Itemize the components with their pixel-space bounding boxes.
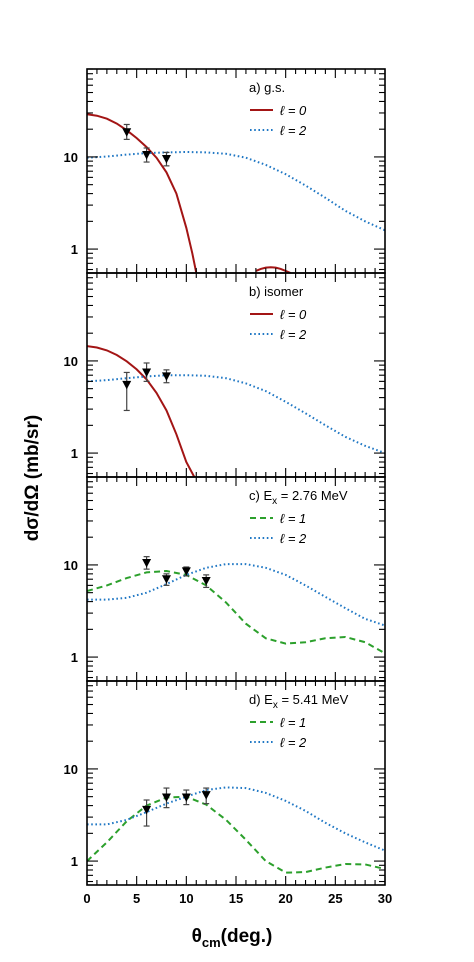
data-point-b-0 <box>122 380 132 390</box>
legend-b: b) isomer ℓ = 0 ℓ = 2 <box>249 284 307 342</box>
data-point-c-0 <box>142 558 152 568</box>
panel-c: 1 10 c) Ex = 2.76 MeV ℓ = 1 ℓ = 2 <box>64 476 386 682</box>
legend-label: ℓ = 0 <box>280 307 307 322</box>
panel-curves <box>87 345 385 477</box>
x-tick-label: 30 <box>378 891 392 906</box>
series-line-d-0 <box>87 795 385 874</box>
legend-label: ℓ = 2 <box>280 531 307 546</box>
y-tick-label: 1 <box>71 446 78 461</box>
y-tick-label: 10 <box>64 150 78 165</box>
legend-a: a) g.s. ℓ = 0 ℓ = 2 <box>249 80 307 138</box>
x-tick-label: 20 <box>278 891 292 906</box>
panel-curves <box>87 786 385 874</box>
legend-label: ℓ = 2 <box>280 735 307 750</box>
x-tick-label: 25 <box>328 891 342 906</box>
x-tick-label: 0 <box>83 891 90 906</box>
data-point-a-0 <box>122 128 132 137</box>
data-point-c-2 <box>181 567 191 576</box>
x-axis-title-sub: cm <box>202 935 221 950</box>
panel-d: 1 10 0 5 10 15 20 25 30 d) Ex = 5.41 MeV ℓ = 1 ℓ = … <box>64 680 392 906</box>
series-line-b-0 <box>87 345 196 477</box>
data-point-d-2 <box>181 793 191 802</box>
legend-title-rest: = 5.41 MeV <box>278 692 349 707</box>
x-tick-label: 5 <box>133 891 140 906</box>
legend-label: ℓ = 0 <box>280 103 307 118</box>
panel-curves <box>87 113 385 273</box>
legend-title-subscript: x <box>272 496 277 507</box>
series-line-c-1 <box>87 563 385 627</box>
legend-title-main: c) E <box>249 488 272 503</box>
data-point-d-1 <box>161 793 171 802</box>
x-tick-label: 10 <box>179 891 193 906</box>
legend-title-subscript: x <box>273 700 278 711</box>
y-tick-label: 1 <box>71 242 78 257</box>
series-line-a-0 <box>87 113 198 273</box>
legend-title-main: b) isomer <box>249 284 304 299</box>
legend-title: d) Ex = 5.41 MeV <box>249 692 349 711</box>
legend-title-main: d) E <box>249 692 273 707</box>
panel-b: 1 10 b) isomer ℓ = 0 ℓ = 2 <box>64 272 386 478</box>
legend-title: c) Ex = 2.76 MeV <box>249 488 348 507</box>
y-tick-label: 10 <box>64 558 78 573</box>
series-line-d-1 <box>87 786 385 852</box>
panel-frame <box>86 272 386 478</box>
panel-frame <box>86 476 386 682</box>
panel-frame <box>86 68 386 274</box>
y-tick-label: 10 <box>64 762 78 777</box>
data-point-d-3 <box>201 791 211 800</box>
data-point-c-3 <box>201 576 211 586</box>
data-point-b-2 <box>161 372 171 381</box>
legend-label: ℓ = 2 <box>280 327 307 342</box>
panel-a: 1 10 a) g.s. ℓ = 0 ℓ = 2 <box>64 68 386 274</box>
legend-label: ℓ = 1 <box>280 715 306 730</box>
data-point-b-1 <box>142 368 152 377</box>
legend-title: a) g.s. <box>249 80 285 95</box>
data-point-a-1 <box>142 150 152 160</box>
legend-title-rest: = 2.76 MeV <box>277 488 348 503</box>
series-line-a-2 <box>87 150 385 232</box>
legend-d: d) Ex = 5.41 MeV ℓ = 1 ℓ = 2 <box>249 692 349 750</box>
series-line-b-1 <box>87 374 385 455</box>
series-line-c-0 <box>87 569 385 655</box>
series-line-a-1 <box>255 266 291 273</box>
legend-label: ℓ = 2 <box>280 123 307 138</box>
panel-frame <box>86 680 386 886</box>
legend-title-main: a) g.s. <box>249 80 285 95</box>
legend-c: c) Ex = 2.76 MeV ℓ = 1 ℓ = 2 <box>249 488 348 546</box>
x-tick-label: 15 <box>229 891 243 906</box>
x-axis-title: θcm(deg.) <box>192 926 273 950</box>
x-axis-title-main: θ <box>192 926 202 947</box>
data-point-a-2 <box>161 154 171 164</box>
panel-curves <box>87 563 385 655</box>
data-point-d-0 <box>142 805 152 815</box>
legend-title: b) isomer <box>249 284 304 299</box>
data-point-c-1 <box>161 575 171 584</box>
legend-label: ℓ = 1 <box>280 511 306 526</box>
x-axis-title-tail: (deg.) <box>221 926 273 947</box>
y-tick-label: 10 <box>64 354 78 369</box>
y-tick-label: 1 <box>71 650 78 665</box>
y-axis-title: dσ/dΩ (mb/sr) <box>22 415 43 541</box>
y-tick-label: 1 <box>71 854 78 869</box>
